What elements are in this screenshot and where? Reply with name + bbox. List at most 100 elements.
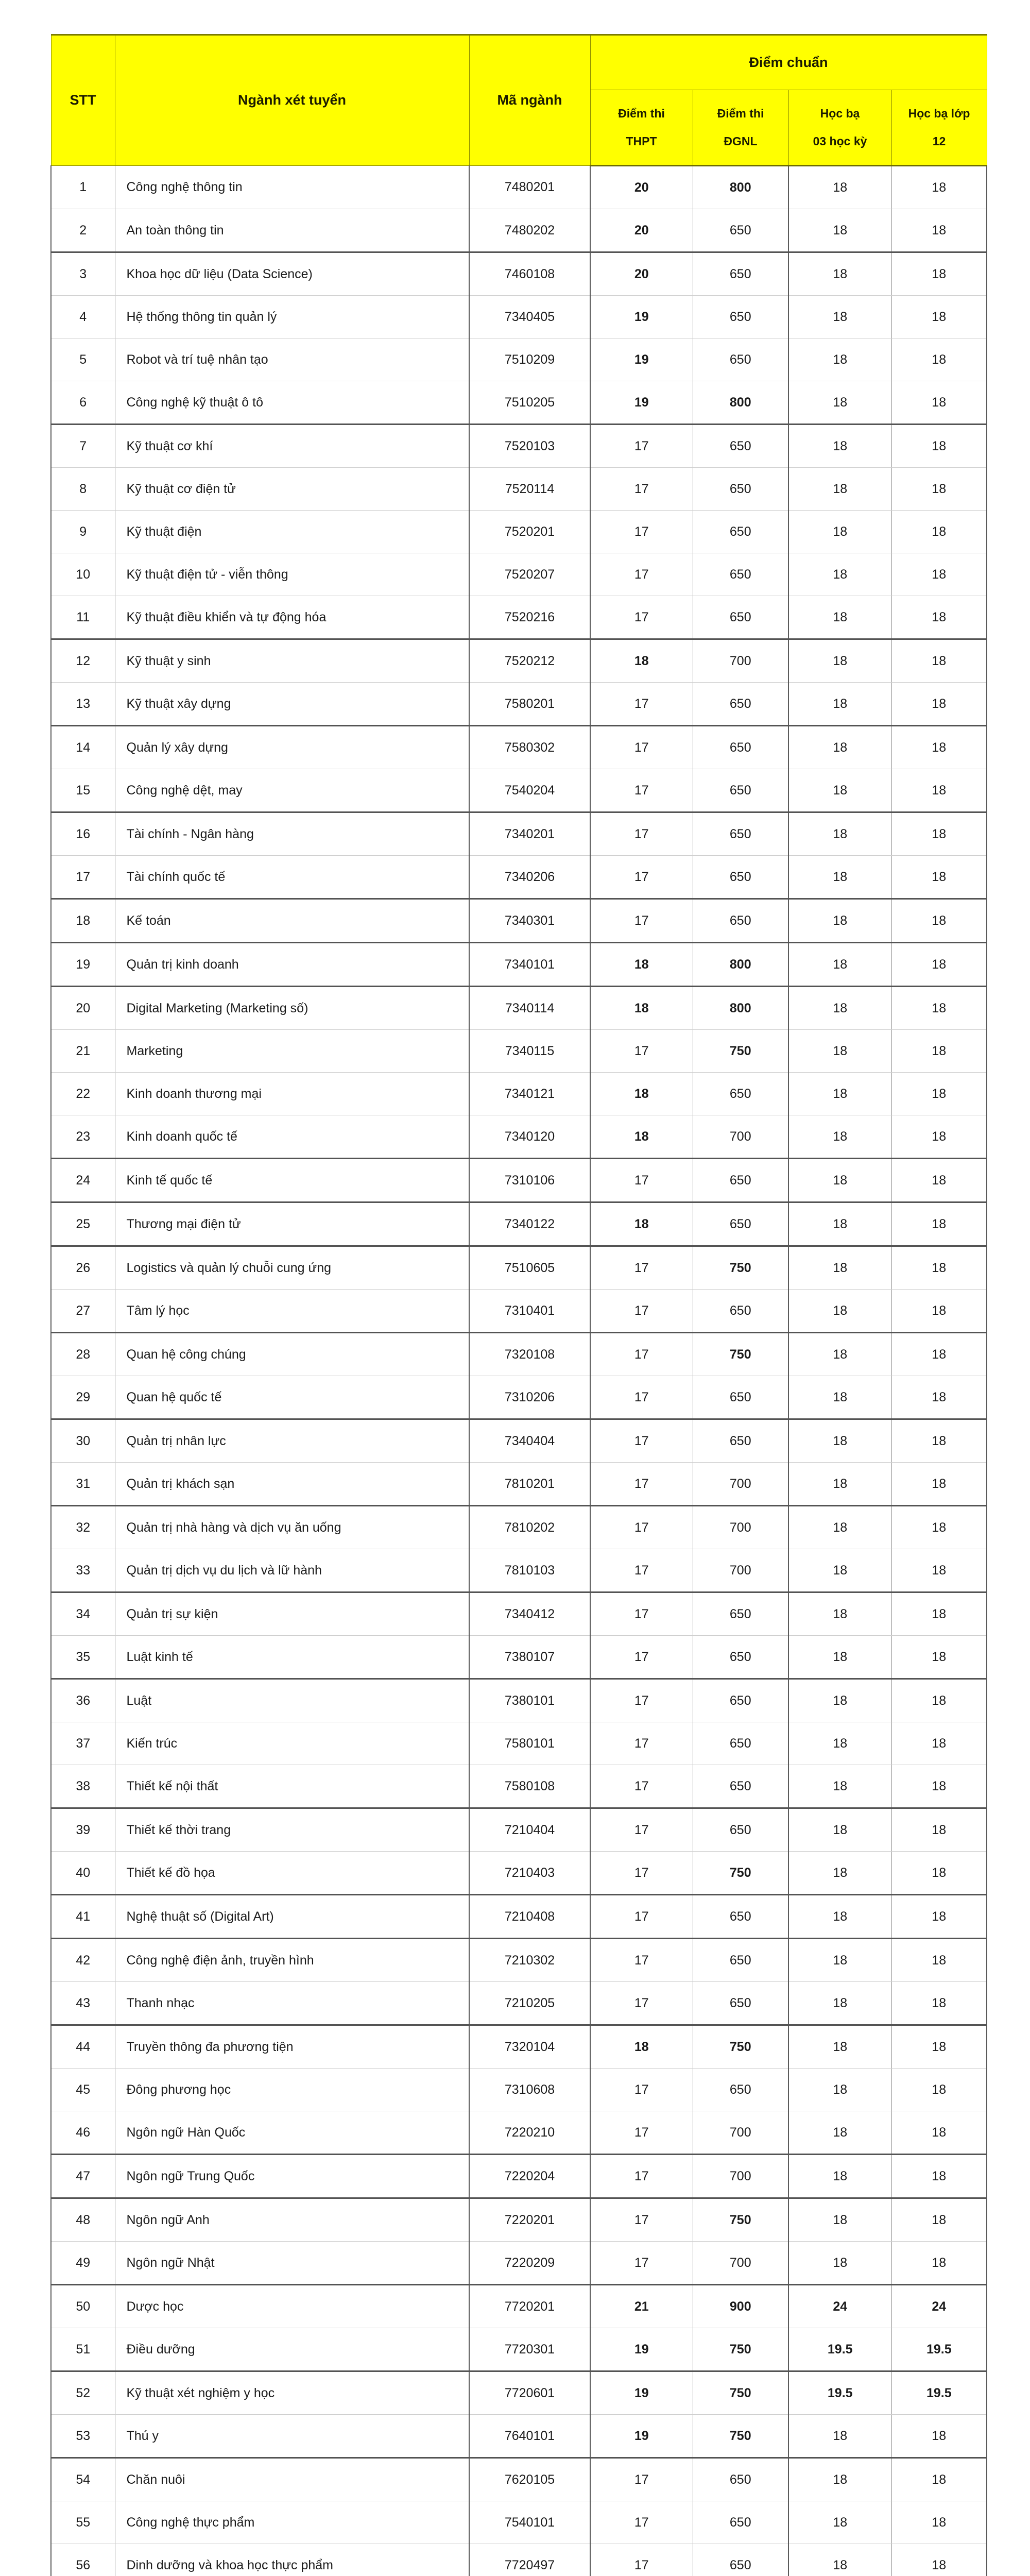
row-index: 6 <box>50 381 115 425</box>
row-score-dgnl: 750 <box>692 2024 789 2069</box>
row-score-hocba-lop12: 18 <box>891 510 988 553</box>
row-score-thpt: 17 <box>590 811 693 856</box>
row-score-dgnl: 650 <box>692 1289 789 1333</box>
row-major-name: Kinh doanh thương mại <box>114 1072 470 1115</box>
row-score-dgnl: 650 <box>692 1635 789 1679</box>
row-score-hocba-lop12: 18 <box>891 725 988 769</box>
row-score-dgnl: 800 <box>692 165 789 209</box>
row-index: 40 <box>50 1851 115 1895</box>
row-score-thpt: 21 <box>590 2284 693 2328</box>
row-score-thpt: 19 <box>590 2370 693 2415</box>
row-major-code: 7340206 <box>469 855 591 899</box>
row-major-name: Thú y <box>114 2414 470 2458</box>
row-score-thpt: 17 <box>590 1635 693 1679</box>
table-row: 46 Ngôn ngữ Hàn Quốc 7220210 17 700 18 18 <box>50 2111 988 2155</box>
row-major-code: 7340412 <box>469 1591 591 1636</box>
row-major-name: Kinh doanh quốc tế <box>114 1115 470 1159</box>
row-score-hocba-3hk: 18 <box>788 2154 892 2198</box>
row-index: 36 <box>50 1678 115 1722</box>
row-score-hocba-3hk: 18 <box>788 2197 892 2242</box>
row-score-hocba-3hk: 18 <box>788 295 892 338</box>
row-score-hocba-lop12: 18 <box>891 1029 988 1073</box>
row-score-dgnl: 650 <box>692 1158 789 1202</box>
row-major-name: Điều dưỡng <box>114 2328 470 2371</box>
row-index: 13 <box>50 682 115 726</box>
table-row: 5 Robot và trí tuệ nhân tạo 7510209 19 650 18… <box>50 338 988 381</box>
row-index: 2 <box>50 209 115 252</box>
row-major-code: 7210205 <box>469 1981 591 2025</box>
row-major-code: 7520216 <box>469 596 591 639</box>
row-major-code: 7340114 <box>469 986 591 1030</box>
table-row: 23 Kinh doanh quốc tế 7340120 18 700 18 18 <box>50 1115 988 1159</box>
row-major-code: 7620105 <box>469 2457 591 2501</box>
table-row: 49 Ngôn ngữ Nhật 7220209 17 700 18 18 <box>50 2241 988 2285</box>
header-stt: STT <box>50 34 115 166</box>
row-score-hocba-3hk: 18 <box>788 1158 892 1202</box>
row-score-dgnl: 650 <box>692 553 789 596</box>
row-score-dgnl: 650 <box>692 1938 789 1982</box>
row-score-dgnl: 650 <box>692 510 789 553</box>
row-major-code: 7580108 <box>469 1765 591 1808</box>
row-index: 49 <box>50 2241 115 2285</box>
row-score-dgnl: 650 <box>692 338 789 381</box>
row-score-hocba-lop12: 18 <box>891 2241 988 2285</box>
row-major-name: Logistics và quản lý chuỗi cung ứng <box>114 1245 470 1290</box>
row-score-thpt: 19 <box>590 338 693 381</box>
row-major-name: Luật <box>114 1678 470 1722</box>
row-score-hocba-lop12: 18 <box>891 2154 988 2198</box>
row-major-name: Ngôn ngữ Nhật <box>114 2241 470 2285</box>
row-index: 32 <box>50 1505 115 1549</box>
header-major-code: Mã ngành <box>469 34 591 166</box>
row-score-dgnl: 650 <box>692 682 789 726</box>
row-index: 38 <box>50 1765 115 1808</box>
row-index: 52 <box>50 2370 115 2415</box>
row-score-dgnl: 750 <box>692 1029 789 1073</box>
table-row: 22 Kinh doanh thương mại 7340121 18 650 18 18 <box>50 1072 988 1115</box>
table-row: 34 Quản trị sự kiện 7340412 17 650 18 18 <box>50 1591 988 1636</box>
row-score-hocba-3hk: 18 <box>788 898 892 943</box>
row-index: 50 <box>50 2284 115 2328</box>
row-major-name: Nghệ thuật số (Digital Art) <box>114 1894 470 1939</box>
row-score-hocba-lop12: 18 <box>891 251 988 296</box>
row-score-dgnl: 750 <box>692 2328 789 2371</box>
row-score-hocba-lop12: 18 <box>891 1505 988 1549</box>
row-score-hocba-lop12: 18 <box>891 1115 988 1159</box>
header-benchmark-group: Điểm chuẩn <box>590 34 987 90</box>
row-major-code: 7520114 <box>469 467 591 511</box>
row-score-hocba-lop12: 18 <box>891 811 988 856</box>
row-score-thpt: 17 <box>590 769 693 812</box>
row-major-name: Robot và trí tuệ nhân tạo <box>114 338 470 381</box>
row-index: 56 <box>50 2544 115 2576</box>
row-score-dgnl: 750 <box>692 2414 789 2458</box>
header-major-name: Ngành xét tuyển <box>114 34 470 166</box>
row-major-code: 7520103 <box>469 423 591 468</box>
row-major-name: Kỹ thuật điều khiển và tự động hóa <box>114 596 470 639</box>
row-score-hocba-3hk: 18 <box>788 2544 892 2576</box>
row-major-code: 7220204 <box>469 2154 591 2198</box>
row-score-hocba-lop12: 18 <box>891 898 988 943</box>
header-thpt-score: Điểm thi THPT <box>590 90 693 166</box>
row-score-hocba-3hk: 18 <box>788 596 892 639</box>
table-row: 1 Công nghệ thông tin 7480201 20 800 18 18 <box>50 165 988 209</box>
row-major-name: Công nghệ thực phẩm <box>114 2501 470 2544</box>
row-score-hocba-lop12: 18 <box>891 1549 988 1592</box>
header-hocba-lop12: Học bạ lớp 12 <box>891 90 987 166</box>
row-index: 4 <box>50 295 115 338</box>
row-major-code: 7540101 <box>469 2501 591 2544</box>
table-row: 39 Thiết kế thời trang 7210404 17 650 18 18 <box>50 1807 988 1852</box>
row-score-thpt: 19 <box>590 2328 693 2371</box>
row-score-hocba-lop12: 18 <box>891 638 988 683</box>
row-score-hocba-lop12: 24 <box>891 2284 988 2328</box>
row-score-hocba-lop12: 18 <box>891 1981 988 2025</box>
row-score-hocba-lop12: 18 <box>891 467 988 511</box>
row-score-hocba-lop12: 18 <box>891 1158 988 1202</box>
row-major-code: 7340405 <box>469 295 591 338</box>
row-score-thpt: 17 <box>590 725 693 769</box>
row-score-thpt: 17 <box>590 1245 693 1290</box>
header-hb12-line1: Học bạ lớp <box>908 107 970 121</box>
row-score-hocba-lop12: 18 <box>891 1894 988 1939</box>
row-index: 26 <box>50 1245 115 1290</box>
row-index: 41 <box>50 1894 115 1939</box>
table-row: 13 Kỹ thuật xây dựng 7580201 17 650 18 18 <box>50 682 988 726</box>
